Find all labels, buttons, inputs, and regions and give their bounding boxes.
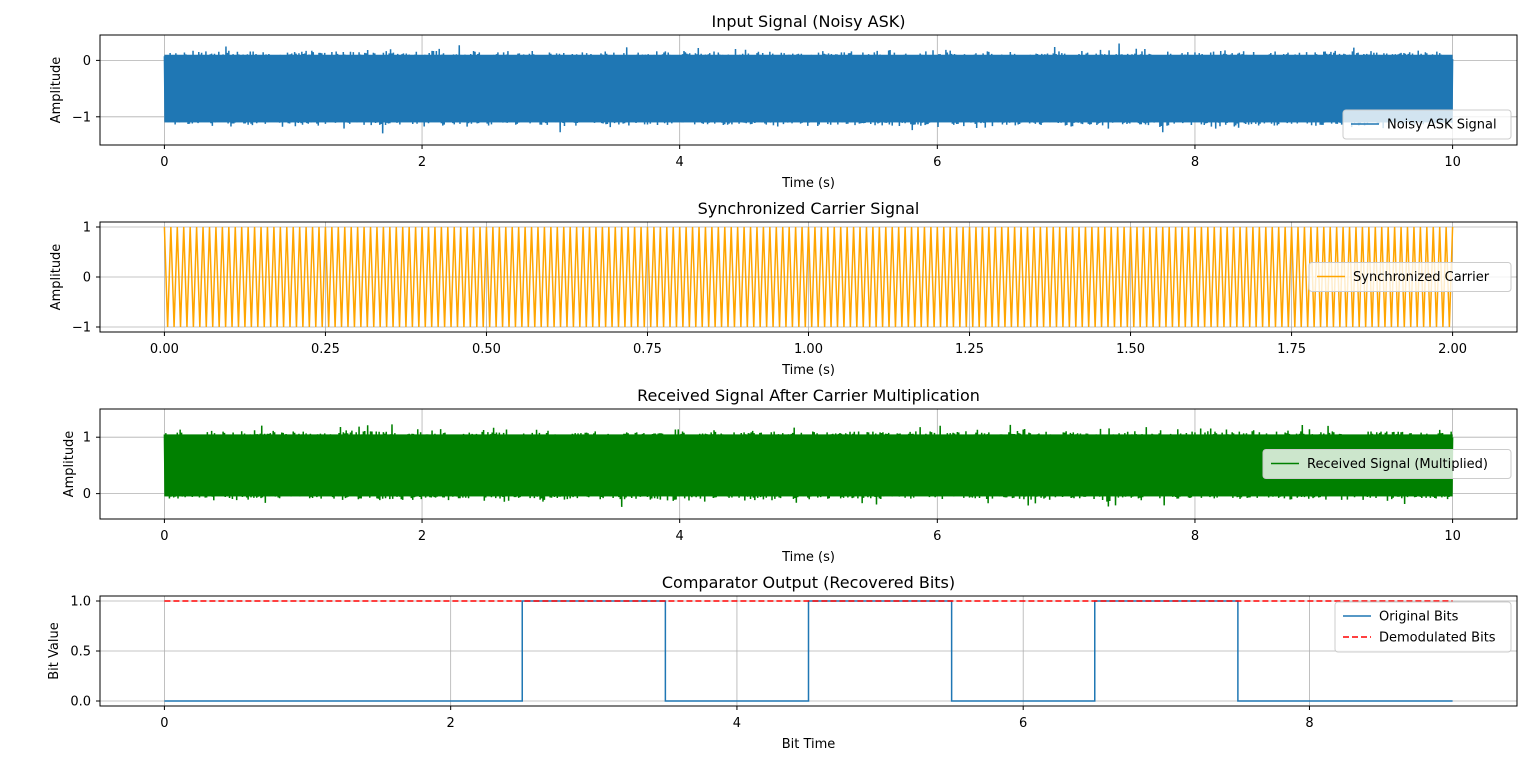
axes-frame bbox=[99, 408, 1518, 520]
x-tick-label: 2 bbox=[418, 155, 426, 170]
x-tick-label: 6 bbox=[1019, 716, 1027, 731]
chart-title: Input Signal (Noisy ASK) bbox=[712, 12, 906, 31]
chart-title: Synchronized Carrier Signal bbox=[698, 199, 920, 218]
y-tick-label: 0 bbox=[83, 271, 91, 286]
x-tick-label: 0.25 bbox=[311, 342, 340, 357]
x-axis-label: Time (s) bbox=[781, 176, 835, 191]
legend: Original Bits Demodulated Bits bbox=[1334, 601, 1512, 653]
legend: Received Signal (Multiplied) bbox=[1262, 449, 1512, 479]
legend-box bbox=[1308, 262, 1512, 292]
legend-box bbox=[1342, 109, 1512, 140]
x-tick-label: 0.00 bbox=[150, 342, 179, 357]
x-tick-label: 2 bbox=[418, 529, 426, 544]
x-tick-label: 2 bbox=[447, 716, 455, 731]
series-band bbox=[164, 54, 1453, 123]
x-tick-label: 10 bbox=[1444, 529, 1461, 544]
y-axis-label: Amplitude bbox=[49, 244, 64, 311]
legend: Synchronized Carrier bbox=[1308, 262, 1512, 292]
series-line bbox=[163, 226, 1454, 328]
y-axis-label: Amplitude bbox=[49, 57, 64, 124]
x-tick-label: 1.25 bbox=[955, 342, 984, 357]
x-tick-label: 4 bbox=[676, 155, 684, 170]
legend-label: Demodulated Bits bbox=[1379, 631, 1496, 646]
x-tick-label: 0 bbox=[160, 529, 168, 544]
x-tick-label: 2.00 bbox=[1438, 342, 1467, 357]
x-tick-label: 1.75 bbox=[1277, 342, 1306, 357]
chart-title: Received Signal After Carrier Multiplica… bbox=[637, 386, 980, 405]
axes-frame bbox=[99, 34, 1518, 146]
legend-box bbox=[1262, 449, 1512, 479]
x-tick-label: 8 bbox=[1305, 716, 1313, 731]
y-tick-label: −1 bbox=[72, 110, 91, 125]
y-tick-label: 1 bbox=[83, 221, 91, 236]
subplot-2: 0.00 0.25 0.50 0.75 1.00 1.25 1.50 1.75 2.00 −1 0 1… bbox=[49, 199, 1518, 378]
y-tick-label: 0 bbox=[83, 487, 91, 502]
y-tick-label: 0.5 bbox=[70, 645, 91, 660]
legend: Noisy ASK Signal bbox=[1342, 109, 1512, 140]
x-axis-label: Bit Time bbox=[782, 737, 836, 752]
y-tick-label: 1.0 bbox=[70, 595, 91, 610]
x-tick-label: 8 bbox=[1191, 155, 1199, 170]
x-tick-label: 0 bbox=[160, 716, 168, 731]
y-axis-label: Amplitude bbox=[62, 431, 77, 498]
x-tick-label: 8 bbox=[1191, 529, 1199, 544]
x-tick-label: 0.50 bbox=[472, 342, 501, 357]
y-tick-label: 1 bbox=[83, 431, 91, 446]
y-tick-label: 0 bbox=[83, 54, 91, 69]
x-axis-label: Time (s) bbox=[781, 363, 835, 378]
subplot-3: 0 2 4 6 8 10 0 1 Received Signal After Carrier M… bbox=[62, 386, 1518, 565]
subplot-1: 0 2 4 6 8 10 −1 0 Input Signal (Noisy ASK) Time (… bbox=[49, 12, 1518, 191]
x-tick-label: 0 bbox=[160, 155, 168, 170]
x-tick-label: 6 bbox=[933, 155, 941, 170]
series-band bbox=[164, 434, 1453, 497]
legend-label: Received Signal (Multiplied) bbox=[1307, 457, 1488, 472]
x-tick-label: 4 bbox=[733, 716, 741, 731]
legend-label: Noisy ASK Signal bbox=[1387, 118, 1497, 133]
legend-label: Synchronized Carrier bbox=[1353, 270, 1490, 285]
x-tick-label: 6 bbox=[933, 529, 941, 544]
y-axis-label: Bit Value bbox=[47, 622, 62, 679]
legend-label: Original Bits bbox=[1379, 610, 1459, 625]
x-tick-label: 10 bbox=[1444, 155, 1461, 170]
x-tick-label: 1.50 bbox=[1116, 342, 1145, 357]
subplot-4: 0 2 4 6 8 0.0 0.5 1.0 Comparator Output (Recover… bbox=[47, 573, 1518, 752]
x-tick-label: 4 bbox=[676, 529, 684, 544]
x-tick-label: 1.00 bbox=[794, 342, 823, 357]
y-tick-label: −1 bbox=[72, 321, 91, 336]
x-tick-label: 0.75 bbox=[633, 342, 662, 357]
y-tick-label: 0.0 bbox=[70, 695, 91, 710]
legend-box bbox=[1334, 601, 1512, 653]
x-axis-label: Time (s) bbox=[781, 550, 835, 565]
chart-title: Comparator Output (Recovered Bits) bbox=[662, 573, 955, 592]
